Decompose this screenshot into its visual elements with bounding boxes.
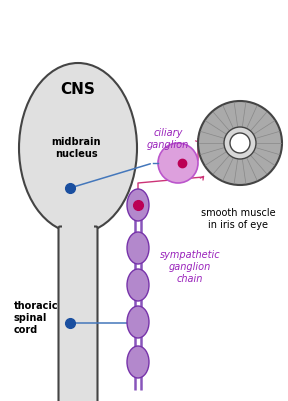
Text: midbrain
nucleus: midbrain nucleus [51, 137, 101, 159]
FancyBboxPatch shape [58, 227, 98, 401]
Circle shape [230, 133, 250, 153]
Circle shape [198, 101, 282, 185]
Circle shape [158, 143, 198, 183]
Ellipse shape [127, 232, 149, 264]
Ellipse shape [127, 346, 149, 378]
Ellipse shape [127, 189, 149, 221]
Bar [62, 220, 94, 230]
Ellipse shape [19, 63, 137, 233]
Text: ciliary
ganglion: ciliary ganglion [147, 128, 189, 150]
Circle shape [224, 127, 256, 159]
Text: sympathetic
ganglion
chain: sympathetic ganglion chain [160, 250, 220, 284]
Ellipse shape [127, 269, 149, 301]
Text: smooth muscle
in iris of eye: smooth muscle in iris of eye [201, 208, 275, 230]
Text: CNS: CNS [60, 83, 95, 97]
Text: thoracic
spinal
cord: thoracic spinal cord [14, 302, 59, 334]
Ellipse shape [127, 306, 149, 338]
